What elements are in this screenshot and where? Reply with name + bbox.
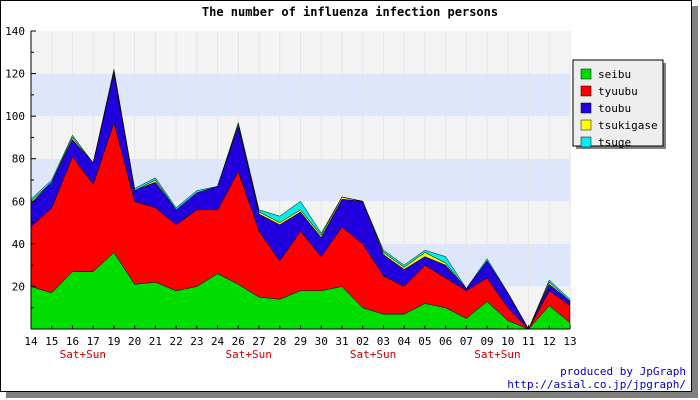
x-tick-label: 02: [356, 335, 369, 348]
chart-title: The number of influenza infection person…: [202, 5, 498, 19]
x-tick-label: 17: [87, 335, 100, 348]
x-tick-label: 15: [45, 335, 58, 348]
frame-shadow-bottom: [6, 392, 698, 398]
x-tick-label: 27: [252, 335, 265, 348]
y-tick-label: 20: [12, 280, 25, 293]
x-tick-label: 03: [377, 335, 390, 348]
x-tick-label: 31: [335, 335, 348, 348]
x-tick-label: 07: [460, 335, 473, 348]
x-tick-label: 22: [169, 335, 182, 348]
stacked-areas: [30, 69, 571, 330]
area-tsuge: [30, 69, 571, 330]
legend-label-tsukigase: tsukigase: [598, 119, 658, 132]
x-tick-label: 09: [480, 335, 493, 348]
legend-label-tsuge: tsuge: [598, 136, 631, 149]
x-tick-labels: 14 15 16 17 19 20 21 22 23 24 26 27 28 29 30 31 02 03 04 05…: [24, 325, 577, 348]
x-tick-label: 20: [128, 335, 141, 348]
x-tick-label: 26: [232, 335, 245, 348]
x-tick-label: 06: [439, 335, 452, 348]
legend-swatch-tsukigase: [580, 119, 592, 131]
y-tick-label: 100: [5, 110, 25, 123]
x-tick-label: 14: [24, 335, 38, 348]
x-tick-label: 04: [398, 335, 412, 348]
x-tick-label: 23: [190, 335, 203, 348]
credit-produced-by: produced by JpGraph: [560, 365, 686, 378]
legend-label-seibu: seibu: [598, 68, 631, 81]
y-tick-label: 140: [5, 25, 25, 38]
x-tick-label: 28: [273, 335, 286, 348]
credit-url[interactable]: http://asial.co.jp/jpgraph/: [507, 378, 686, 391]
y-tick-label: 120: [5, 68, 25, 81]
x-tick-label: 29: [294, 335, 307, 348]
y-tick-labels: 20 40 60 80 100 120 140: [5, 25, 36, 330]
legend-swatch-toubu: [580, 102, 592, 114]
y-tick-label: 80: [12, 153, 25, 166]
x-tick-label: 30: [315, 335, 328, 348]
x-tick-label: 11: [522, 335, 535, 348]
weekend-label: Sat+Sun: [60, 348, 106, 361]
x-tick-label: 24: [211, 335, 225, 348]
legend-swatch-tsuge: [580, 136, 592, 148]
x-tick-label: 21: [149, 335, 162, 348]
frame-shadow-right: [692, 6, 698, 398]
weekend-label: Sat+Sun: [474, 348, 520, 361]
weekend-labels: Sat+Sun Sat+Sun Sat+Sun Sat+Sun: [60, 348, 521, 361]
legend-swatch-seibu: [580, 68, 592, 80]
x-tick-label: 16: [66, 335, 79, 348]
x-tick-label: 13: [563, 335, 576, 348]
y-tick-label: 40: [12, 238, 25, 251]
legend-label-tyuubu: tyuubu: [598, 85, 638, 98]
x-tick-label: 12: [543, 335, 556, 348]
y-tick-label: 60: [12, 195, 25, 208]
legend: seibu tyuubu toubu tsukigase tsuge: [572, 59, 666, 149]
weekend-label: Sat+Sun: [350, 348, 396, 361]
weekend-label: Sat+Sun: [225, 348, 271, 361]
x-tick-label: 19: [107, 335, 120, 348]
legend-label-toubu: toubu: [598, 102, 631, 115]
legend-swatch-tyuubu: [580, 85, 592, 97]
x-tick-label: 05: [418, 335, 431, 348]
x-tick-label: 10: [501, 335, 514, 348]
